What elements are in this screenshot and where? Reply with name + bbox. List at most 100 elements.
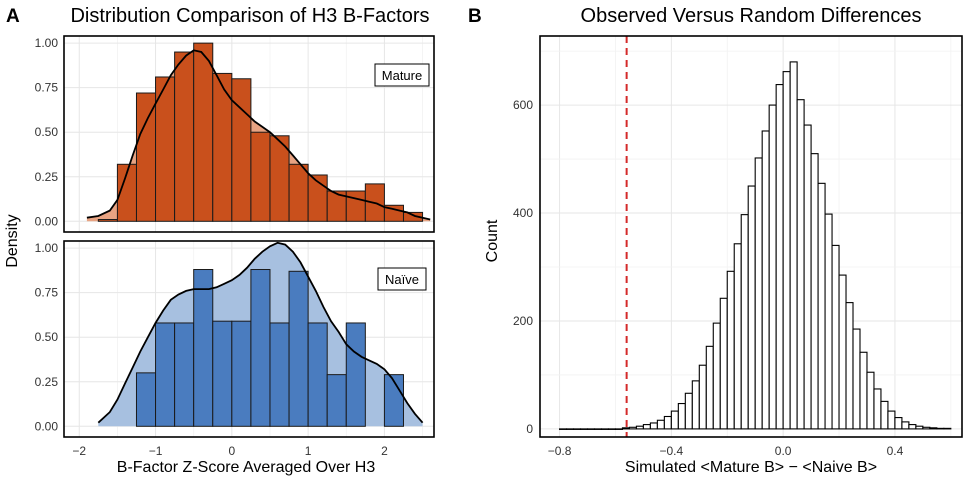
mature-histogram-bar: [135, 92, 157, 222]
mature-histogram-bar: [250, 131, 271, 222]
simulation-histogram-bar: [579, 428, 589, 430]
simulation-histogram-bar: [705, 345, 714, 430]
mature-histogram-bar: [174, 51, 195, 222]
x-tick-label: 0.4: [887, 444, 904, 458]
simulation-histogram-bar: [831, 244, 840, 430]
x-tick-label: 0: [228, 444, 235, 458]
simulation-histogram-bar: [684, 392, 693, 430]
simulation-bars: [559, 61, 952, 430]
mature-histogram-bar: [231, 78, 252, 222]
simulation-histogram-bar: [880, 400, 889, 430]
simulation-histogram: 0 200 400 600 −0.8 −0.4 0.0 0.4: [513, 35, 963, 458]
y-tick-label: 1.00: [35, 36, 59, 50]
naive-histogram-bar: [288, 270, 309, 427]
x-tick-label: 1: [305, 444, 312, 458]
mature-histogram-bar: [193, 42, 214, 222]
simulation-histogram-bar: [824, 213, 833, 430]
panel-b-title: Observed Versus Random Differences: [581, 5, 922, 27]
x-tick-label: 2: [381, 444, 388, 458]
simulation-histogram-bar: [698, 364, 707, 430]
simulation-histogram-bar: [726, 270, 735, 430]
simulation-histogram-bar: [817, 182, 826, 430]
simulation-histogram-bar: [852, 328, 861, 430]
naive-histogram-bar: [155, 322, 176, 427]
simulation-histogram-bar: [586, 428, 596, 430]
naive-histogram-bar: [212, 320, 233, 427]
simulation-histogram-bar: [719, 297, 728, 430]
simulation-histogram-bar: [789, 61, 798, 430]
simulation-y-tick-labels: 0 200 400 600: [513, 98, 533, 436]
y-tick-label: 1.00: [35, 241, 59, 255]
x-tick-label: −0.8: [548, 444, 572, 458]
simulation-histogram-bar: [572, 428, 582, 430]
simulation-histogram-bar: [768, 104, 777, 430]
simulation-histogram-bar: [663, 415, 672, 430]
y-tick-label: 200: [513, 314, 533, 328]
simulation-panel-border: [539, 35, 963, 438]
simulation-histogram-bar: [866, 371, 875, 430]
simulation-histogram-bar: [607, 428, 617, 430]
mature-density-line: [86, 49, 431, 221]
simulation-histogram-bar: [803, 124, 812, 430]
y-tick-label: 0.75: [35, 286, 59, 300]
y-tick-label: 0.00: [35, 214, 59, 228]
simulation-histogram-bar: [761, 130, 770, 430]
y-tick-label: 0.50: [35, 330, 59, 344]
mature-legend-box: [374, 63, 430, 87]
y-tick-label: 400: [513, 206, 533, 220]
simulation-histogram-bar: [936, 427, 945, 430]
simulation-histogram-bar: [747, 185, 756, 430]
panel-a-ylabel: Density: [4, 214, 21, 267]
naive-histogram-bar: [326, 374, 347, 427]
simulation-histogram-bar: [922, 426, 931, 430]
simulation-histogram-bar: [712, 322, 721, 430]
x-tick-label: 0.0: [775, 444, 792, 458]
simulation-histogram-bar: [565, 428, 575, 430]
mature-histogram-bar: [345, 190, 366, 222]
naive-histogram-bar: [250, 269, 271, 427]
naive-legend-box: [377, 267, 427, 291]
simulation-histogram-bar: [635, 425, 644, 430]
panel-b-xlabel: Simulated <Mature B> − <Naive B>: [625, 459, 877, 476]
simulation-histogram-bar: [733, 243, 742, 430]
simulation-histogram-bar: [929, 427, 938, 430]
simulation-histogram-bar: [670, 410, 679, 430]
naive-histogram-bar: [345, 322, 366, 427]
simulation-histogram-bar: [873, 388, 882, 430]
naive-histogram-bar: [269, 322, 290, 427]
mature-bars: [97, 42, 424, 222]
mature-panel-border: [63, 35, 435, 233]
mature-histogram-bar: [288, 163, 309, 222]
mature-facet: 0.00 0.25 0.50 0.75 1.00 Mature: [35, 35, 435, 233]
simulation-histogram-bar: [740, 214, 749, 430]
y-tick-label: 0.25: [35, 375, 59, 389]
y-tick-label: 0.00: [35, 419, 59, 433]
simulation-histogram-bar: [649, 422, 658, 430]
naive-panel-border: [63, 240, 435, 438]
simulation-histogram-bar: [859, 351, 868, 430]
simulation-histogram-bar: [894, 417, 903, 430]
simulation-histogram-bar: [908, 424, 917, 430]
simulation-histogram-bar: [796, 99, 805, 430]
simulation-x-tick-labels: −0.8 −0.4 0.0 0.4: [548, 444, 904, 458]
naive-histogram-bar: [231, 320, 252, 427]
simulation-histogram-bar: [943, 427, 952, 430]
simulation-histogram-bar: [691, 380, 700, 430]
simulation-histogram-bar: [628, 426, 637, 430]
simulation-histogram-bar: [593, 428, 603, 430]
simulation-histogram-bar: [559, 428, 568, 430]
y-tick-label: 0.50: [35, 125, 59, 139]
naive-y-tick-labels: 0.00 0.25 0.50 0.75 1.00: [35, 241, 59, 433]
simulation-histogram-bar: [845, 302, 854, 430]
simulation-histogram-bar: [915, 425, 924, 430]
mature-y-tick-labels: 0.00 0.25 0.50 0.75 1.00: [35, 36, 59, 228]
y-tick-label: 0.75: [35, 81, 59, 95]
simulation-histogram-bar: [775, 84, 784, 430]
simulation-histogram-bar: [901, 421, 910, 430]
simulation-histogram-bar: [887, 410, 896, 430]
simulation-histogram-bar: [642, 424, 651, 430]
mature-legend-label: Mature: [382, 68, 422, 83]
naive-legend-label: Naïve: [385, 272, 419, 287]
simulation-histogram-bar: [810, 153, 819, 430]
